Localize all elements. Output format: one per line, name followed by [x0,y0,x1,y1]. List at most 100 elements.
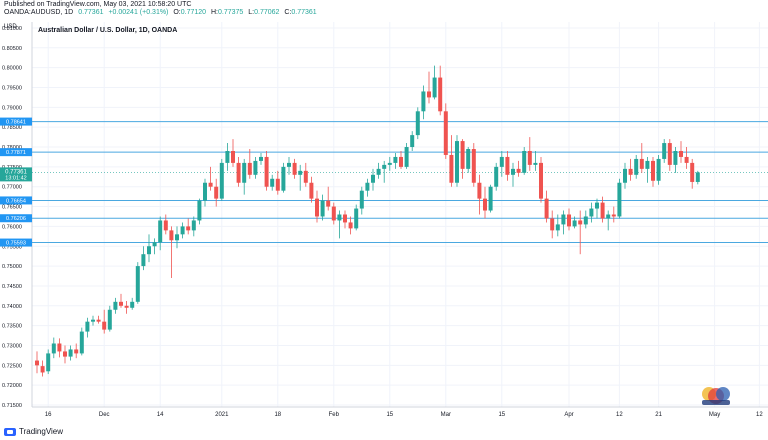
candle-body [522,150,527,173]
candle-body [399,156,403,167]
candle-down [483,186,487,219]
candle-up [281,162,286,193]
candle-body [365,182,370,191]
candle-body [320,200,325,217]
candle-body [651,160,655,181]
candle-body [583,216,588,225]
x-tick-label: 15 [498,412,505,418]
y-tick-label: 0.72500 [2,363,22,369]
candle-body [505,156,510,175]
candle-up [432,65,437,100]
candle-up [387,156,392,171]
candle-down [460,139,465,179]
candle-body [219,162,224,199]
current-price-tag: 0.77361 13:01:42 [0,167,32,182]
candle-down [516,160,521,177]
candle-body [628,168,633,175]
candle-body [85,321,90,332]
candle-up [522,147,527,175]
x-tick-label: Dec [99,412,110,418]
candle-up [561,210,566,235]
candle-body [281,166,286,191]
level-price-label: 0.78641 [6,120,26,126]
candle-down [684,147,689,169]
candle-body [186,226,191,231]
level-price-tag [0,196,32,205]
candle-up [180,222,185,239]
candle-up [259,152,263,165]
candle-up [404,143,409,169]
candle-up [499,150,504,177]
candle-body [494,166,499,187]
candle-body [259,156,263,161]
candle-body [326,200,331,207]
time-axis: 16 Dec 14 2021 18 Feb 15 Mar 15 Apr 12 21 May 12 [45,412,764,418]
y-tick-label: 0.73000 [2,343,22,349]
candle-down [169,226,174,279]
candle-up [320,194,325,221]
candle-down [247,149,252,179]
candle-body [421,91,426,112]
candle-body [208,182,213,187]
y-tick-label: 0.75000 [2,264,22,270]
candle-body [695,172,700,182]
candle-body [287,162,291,167]
candle-up [371,168,375,191]
candle-body [270,178,275,187]
candle-up [152,238,157,255]
candle-up [623,162,627,189]
candlestick-chart[interactable]: USD Australian Dollar / U.S. Dollar, 1D,… [0,22,768,422]
candle-down [427,71,431,104]
y-tick-label: 0.78000 [2,145,22,151]
candle-body [617,182,622,217]
candle-down [471,143,476,187]
candle-body [567,214,571,227]
y-tick-label: 0.74500 [2,284,22,290]
y-tick-label: 0.71500 [2,403,22,409]
candle-up [68,345,73,361]
candle-body [359,190,364,209]
candle-up [79,327,84,356]
current-price: 0.77361 [5,169,27,175]
candle-body [130,301,135,308]
candle-up [203,178,207,207]
candle-body [91,319,95,322]
grid-lines [32,22,768,407]
high-label: H: [211,9,218,16]
candle-up [91,315,95,326]
level-price-tag [0,117,32,126]
candle-body [354,208,359,229]
candle-up [225,143,230,171]
candle-body [236,162,241,183]
candle-up [46,349,51,375]
candle-down [63,345,67,364]
candle-up [415,107,420,140]
x-tick-label: 12 [616,412,623,418]
candle-body [298,170,303,175]
y-tick-label: 0.76500 [2,205,22,211]
candle-up [488,184,493,213]
x-tick-label: 14 [157,412,164,418]
candle-down [690,158,695,189]
candle-down [438,65,443,116]
candle-body [679,150,683,157]
candle-down [264,150,269,191]
price-labels: 0.78641 0.77871 0.76654 0.76206 0.75593 [0,117,32,247]
candle-body [600,202,605,219]
level-price-label: 0.75593 [6,241,26,247]
candle-body [180,226,185,235]
candle-body [466,149,471,169]
candle-body [79,331,84,354]
candle-up [393,152,398,169]
candle-body [690,162,695,182]
y-tick-label: 0.80000 [2,66,22,72]
candle-down [331,202,336,225]
footer-brand[interactable]: TradingView [4,427,63,436]
candle-body [662,143,667,159]
candle-body [544,198,549,219]
tradingview-logo-icon [4,427,16,436]
candle-down [236,156,241,187]
candle-up [107,305,112,332]
candle-up [197,198,202,225]
bar-countdown: 13:01:42 [5,175,26,181]
